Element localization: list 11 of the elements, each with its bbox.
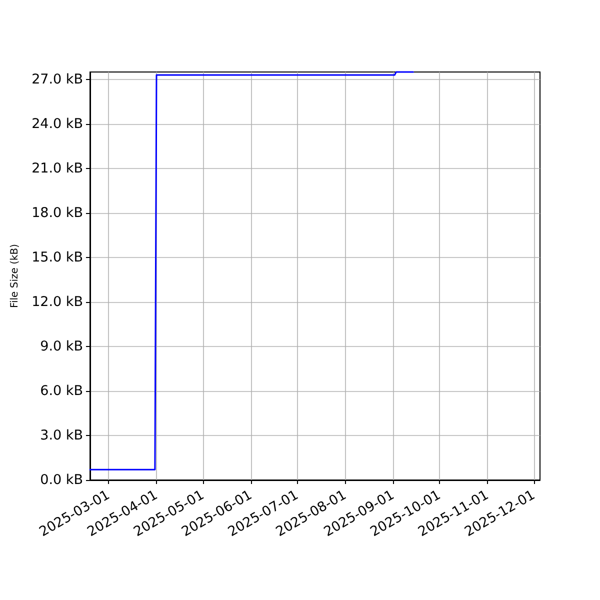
y-axis-title: File Size (kB) [10, 244, 20, 308]
y-tick-label: 24.0 kB [32, 116, 83, 132]
y-tick-label: 27.0 kB [32, 71, 83, 88]
y-tick-label: 9.0 kB [40, 338, 83, 354]
y-tick-label: 6.0 kB [40, 382, 83, 399]
y-tick-label: 12.0 kB [32, 294, 83, 310]
y-tick-label: 15.0 kB [32, 249, 83, 266]
y-tick-label: 18.0 kB [32, 204, 83, 221]
y-tick-label: 21.0 kB [32, 160, 83, 176]
y-tick-label: 3.0 kB [40, 427, 83, 444]
y-tick-label: 0.0 kB [40, 472, 83, 488]
